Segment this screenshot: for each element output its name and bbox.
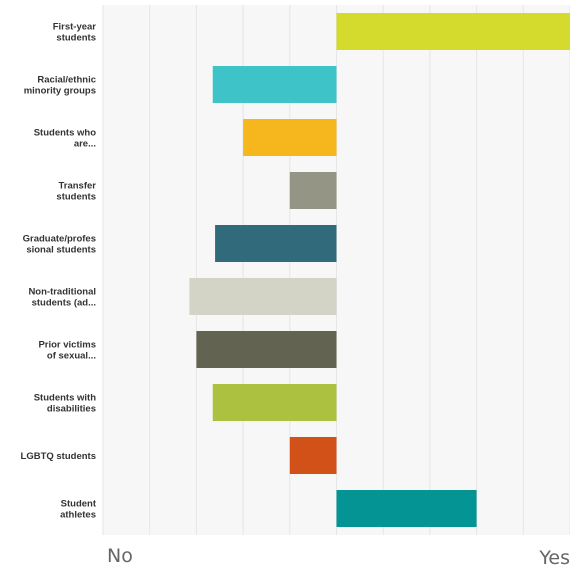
grid-lines	[102, 5, 570, 535]
bars	[189, 13, 570, 527]
bar	[243, 119, 337, 156]
category-label: Students with disabilities	[34, 393, 96, 415]
bar	[215, 225, 337, 262]
bar	[289, 437, 337, 474]
category-label: LGBTQ students	[21, 451, 96, 462]
bar	[212, 384, 337, 421]
category-label: Transfer students	[56, 181, 96, 203]
category-label: Student athletes	[60, 499, 97, 521]
bar	[336, 13, 570, 50]
bar	[336, 490, 477, 527]
bar	[189, 278, 337, 315]
category-label: Graduate/profes sional students	[23, 234, 96, 256]
bar	[289, 172, 337, 209]
category-label: Non-traditional students (ad...	[28, 287, 96, 309]
category-label: Racial/ethnic minority groups	[24, 75, 96, 97]
category-label: First-year students	[53, 22, 97, 44]
category-label: Prior victims of sexual...	[38, 340, 96, 362]
category-label: Students who are...	[34, 128, 96, 150]
axis-start-label: No	[107, 545, 133, 567]
bar	[212, 66, 337, 103]
bar	[196, 331, 337, 368]
category-labels: First-year students Racial/ethnic minority …	[21, 22, 97, 521]
axis-end-label: Yes	[538, 547, 570, 567]
